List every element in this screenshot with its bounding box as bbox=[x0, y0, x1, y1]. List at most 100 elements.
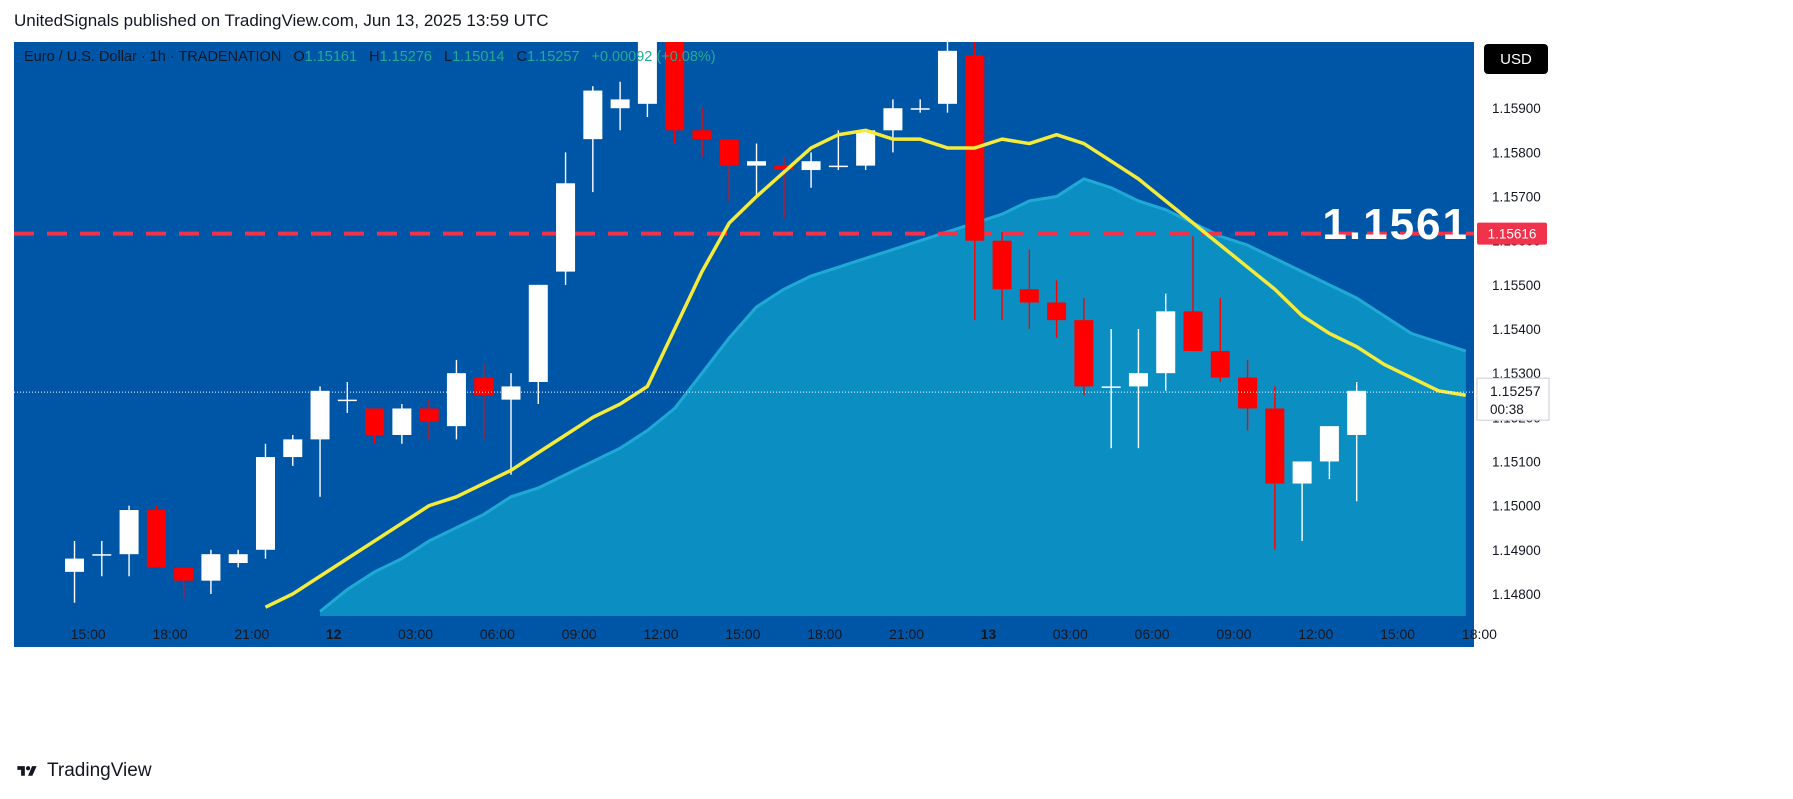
candle-body bbox=[1319, 426, 1339, 462]
legend: Euro / U.S. Dollar · 1h · TRADENATION O1… bbox=[24, 49, 716, 65]
candle-body bbox=[419, 408, 439, 422]
candle[interactable] bbox=[1347, 381, 1367, 502]
projection-arrow-head bbox=[1595, 243, 1654, 280]
time-tick-label: 06:00 bbox=[480, 626, 515, 642]
price-tick-label: 1.15500 bbox=[1492, 278, 1541, 293]
candle[interactable] bbox=[828, 130, 848, 171]
candle[interactable] bbox=[1292, 461, 1312, 541]
target-price-annotation[interactable]: 1.1561 bbox=[1322, 200, 1469, 249]
candle[interactable] bbox=[747, 143, 767, 197]
candle-body bbox=[1210, 351, 1230, 378]
currency-button[interactable]: USD bbox=[1484, 44, 1548, 74]
candle[interactable] bbox=[474, 364, 494, 440]
candle[interactable] bbox=[1156, 293, 1176, 391]
candle[interactable] bbox=[637, 42, 657, 118]
candle[interactable] bbox=[910, 99, 930, 113]
candle-body bbox=[528, 284, 548, 382]
candle[interactable] bbox=[119, 505, 139, 577]
current-price-tag bbox=[1476, 377, 1550, 421]
candle-body bbox=[310, 390, 330, 440]
candle[interactable] bbox=[856, 130, 876, 171]
candle-body bbox=[1183, 311, 1203, 352]
candle[interactable] bbox=[392, 404, 412, 444]
area-layer bbox=[319, 177, 1467, 616]
candle[interactable] bbox=[883, 99, 903, 153]
candle[interactable] bbox=[1265, 386, 1285, 550]
chart-frame: 1.1561 1.159001.158001.157001.156001.155… bbox=[14, 33, 1777, 747]
price-tick-label: 1.15100 bbox=[1492, 454, 1541, 469]
bar-countdown-label: 00:38 bbox=[1490, 402, 1524, 417]
candle[interactable] bbox=[365, 408, 385, 444]
candle-body bbox=[747, 161, 767, 166]
time-tick-label: 15:00 bbox=[725, 626, 760, 642]
candle-body bbox=[937, 50, 957, 104]
candle[interactable] bbox=[1019, 249, 1039, 329]
candle[interactable] bbox=[1238, 359, 1258, 431]
legend-open-label: O bbox=[293, 49, 304, 65]
candle-body bbox=[719, 139, 739, 166]
price-chart[interactable]: 1.1561 1.159001.158001.157001.156001.155… bbox=[14, 33, 1777, 747]
candle[interactable] bbox=[446, 359, 466, 440]
candle[interactable] bbox=[1128, 329, 1148, 449]
candle[interactable] bbox=[665, 42, 685, 144]
candle[interactable] bbox=[610, 81, 630, 131]
candle-body bbox=[992, 240, 1012, 290]
tradingview-brand[interactable]: TradingView bbox=[14, 760, 152, 782]
legend-close-label: C bbox=[517, 49, 527, 65]
candle[interactable] bbox=[1319, 426, 1339, 480]
time-tick-label: 12 bbox=[326, 626, 342, 642]
candle[interactable] bbox=[255, 443, 275, 559]
candle[interactable] bbox=[719, 139, 739, 201]
candle-body bbox=[1101, 386, 1121, 388]
candle[interactable] bbox=[201, 549, 221, 594]
candle[interactable] bbox=[65, 540, 85, 603]
candle[interactable] bbox=[528, 284, 548, 405]
candle-body bbox=[174, 567, 194, 581]
candle-body bbox=[446, 373, 466, 427]
candle-body bbox=[910, 108, 930, 110]
candle[interactable] bbox=[692, 108, 712, 157]
candle-body bbox=[283, 439, 303, 458]
candle[interactable] bbox=[937, 37, 957, 113]
candle-body bbox=[337, 399, 357, 402]
candles-layer bbox=[65, 33, 1367, 603]
candle-body bbox=[255, 457, 275, 550]
area-fill bbox=[320, 178, 1466, 616]
price-tick-label: 1.15400 bbox=[1492, 322, 1541, 337]
candle[interactable] bbox=[774, 156, 794, 219]
time-tick-label: 12:00 bbox=[644, 626, 679, 642]
candle[interactable] bbox=[1210, 298, 1230, 382]
candle[interactable] bbox=[1183, 236, 1203, 352]
candle-body bbox=[1074, 320, 1094, 387]
candle[interactable] bbox=[1074, 298, 1094, 396]
tradingview-logo-icon bbox=[17, 765, 37, 776]
candle-body bbox=[365, 408, 385, 435]
candle[interactable] bbox=[92, 540, 112, 577]
candle[interactable] bbox=[283, 434, 303, 466]
candle[interactable] bbox=[337, 381, 357, 413]
price-tick-label: 1.15700 bbox=[1492, 190, 1541, 205]
candle[interactable] bbox=[556, 152, 576, 285]
candle[interactable] bbox=[1047, 280, 1067, 338]
price-axis-background bbox=[1474, 42, 1546, 647]
candle[interactable] bbox=[992, 231, 1012, 321]
candle[interactable] bbox=[583, 86, 603, 193]
level-price-label: 1.15616 bbox=[1488, 227, 1537, 242]
currency-button-label: USD bbox=[1500, 51, 1532, 68]
candle[interactable] bbox=[310, 386, 330, 497]
level-price-tag bbox=[1477, 222, 1547, 245]
candle[interactable] bbox=[419, 399, 439, 440]
candle[interactable] bbox=[501, 373, 521, 475]
candle[interactable] bbox=[801, 152, 821, 188]
candle[interactable] bbox=[1101, 329, 1121, 449]
projection-arrow[interactable] bbox=[1491, 247, 1627, 393]
legend-open-value: 1.15161 bbox=[305, 49, 357, 65]
time-tick-label: 13 bbox=[981, 626, 997, 642]
candle[interactable] bbox=[228, 549, 248, 568]
candle-body bbox=[801, 161, 821, 171]
price-tick-label: 1.15300 bbox=[1492, 366, 1541, 381]
time-axis-labels: 15:00 18:00 21:00 12 03:00 06:00 09:00 12:00 15:… bbox=[71, 626, 1498, 642]
candle[interactable] bbox=[146, 505, 166, 568]
candle[interactable] bbox=[174, 567, 194, 599]
candle-body bbox=[856, 130, 876, 166]
